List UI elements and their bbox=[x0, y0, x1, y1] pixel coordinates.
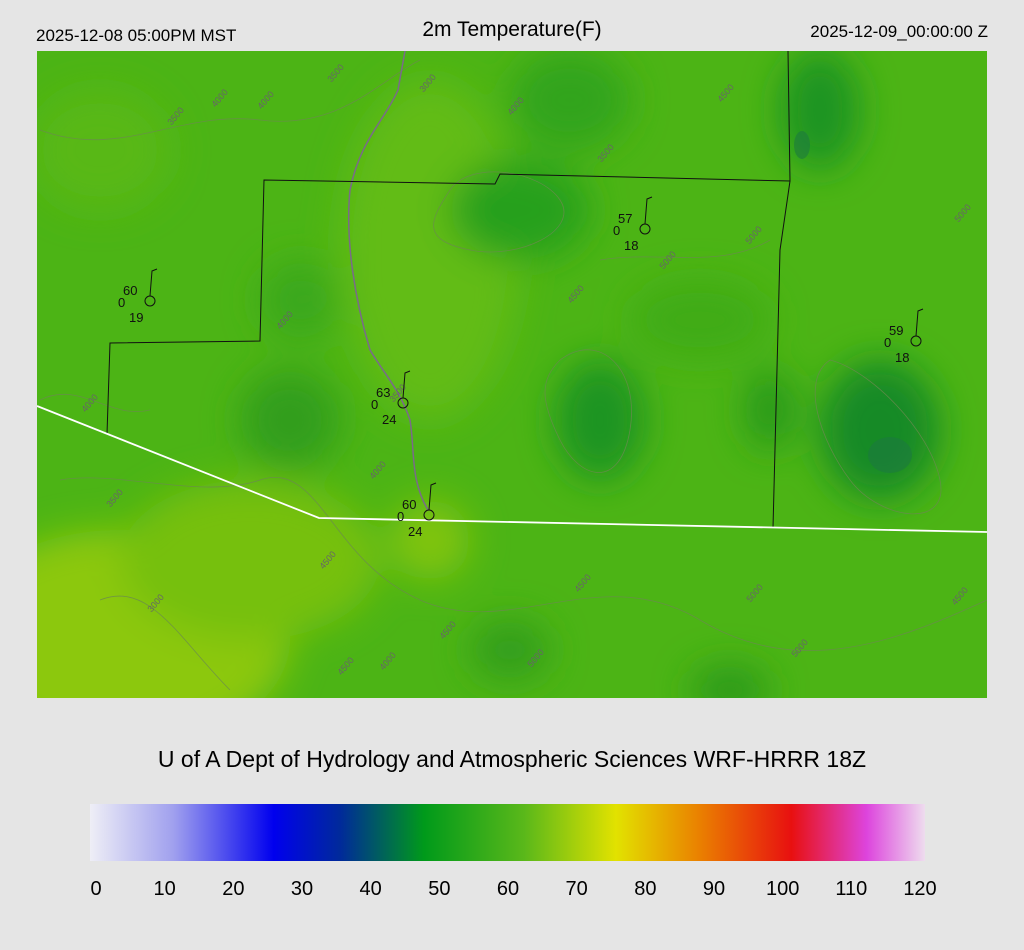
colorbar-tick-label: 50 bbox=[428, 878, 450, 900]
border-line bbox=[37, 405, 987, 533]
colorbar-tick-label: 60 bbox=[497, 878, 519, 900]
station-temperature: 63 bbox=[376, 385, 390, 400]
colorbar-tick-label: 70 bbox=[566, 878, 588, 900]
wind-barb bbox=[149, 268, 158, 297]
colorbar-tick-label: 110 bbox=[835, 878, 867, 900]
station-wind: 0 bbox=[371, 397, 378, 412]
wind-barb bbox=[915, 308, 924, 337]
cold-spot bbox=[794, 131, 810, 159]
river bbox=[347, 51, 429, 511]
colorbar-tick-label: 20 bbox=[222, 878, 244, 900]
map-title: 2m Temperature(F) bbox=[422, 18, 601, 41]
wind-barb bbox=[402, 370, 411, 399]
station-dewpoint: 18 bbox=[895, 350, 909, 365]
station-temperature: 60 bbox=[402, 497, 416, 512]
station-temperature: 59 bbox=[889, 323, 903, 338]
colorbar-tick-label: 120 bbox=[903, 878, 936, 900]
footer-credit: U of A Dept of Hydrology and Atmospheric… bbox=[158, 746, 866, 772]
colorbar-tick-label: 30 bbox=[291, 878, 313, 900]
station-wind: 0 bbox=[118, 295, 125, 310]
station-wind: 0 bbox=[397, 509, 404, 524]
station-dewpoint: 24 bbox=[382, 412, 396, 427]
colorbar-tick-label: 80 bbox=[634, 878, 656, 900]
station-wind: 0 bbox=[613, 223, 620, 238]
station-temperature: 60 bbox=[123, 283, 137, 298]
colorbar-tick-label: 10 bbox=[154, 878, 176, 900]
colorbar-tick-label: 0 bbox=[90, 878, 101, 900]
station-wind: 0 bbox=[884, 335, 891, 350]
county-boundaries bbox=[106, 51, 791, 529]
wind-barb bbox=[428, 482, 437, 511]
colorbar bbox=[90, 804, 925, 861]
colorbar-tick-label: 100 bbox=[766, 878, 799, 900]
station-dewpoint: 19 bbox=[129, 310, 143, 325]
elevation-contours bbox=[39, 59, 987, 691]
valid-time-local: 2025-12-08 05:00PM MST bbox=[36, 26, 236, 45]
colorbar-tick-label: 90 bbox=[703, 878, 725, 900]
station-temperature: 57 bbox=[618, 211, 632, 226]
station-dewpoint: 18 bbox=[624, 238, 638, 253]
station-dewpoint: 24 bbox=[408, 524, 422, 539]
valid-time-utc: 2025-12-09_00:00:00 Z bbox=[810, 22, 988, 41]
map bbox=[37, 51, 987, 698]
wind-barb bbox=[644, 196, 653, 225]
colorbar-tick-label: 40 bbox=[360, 878, 382, 900]
cold-spot bbox=[868, 437, 912, 473]
